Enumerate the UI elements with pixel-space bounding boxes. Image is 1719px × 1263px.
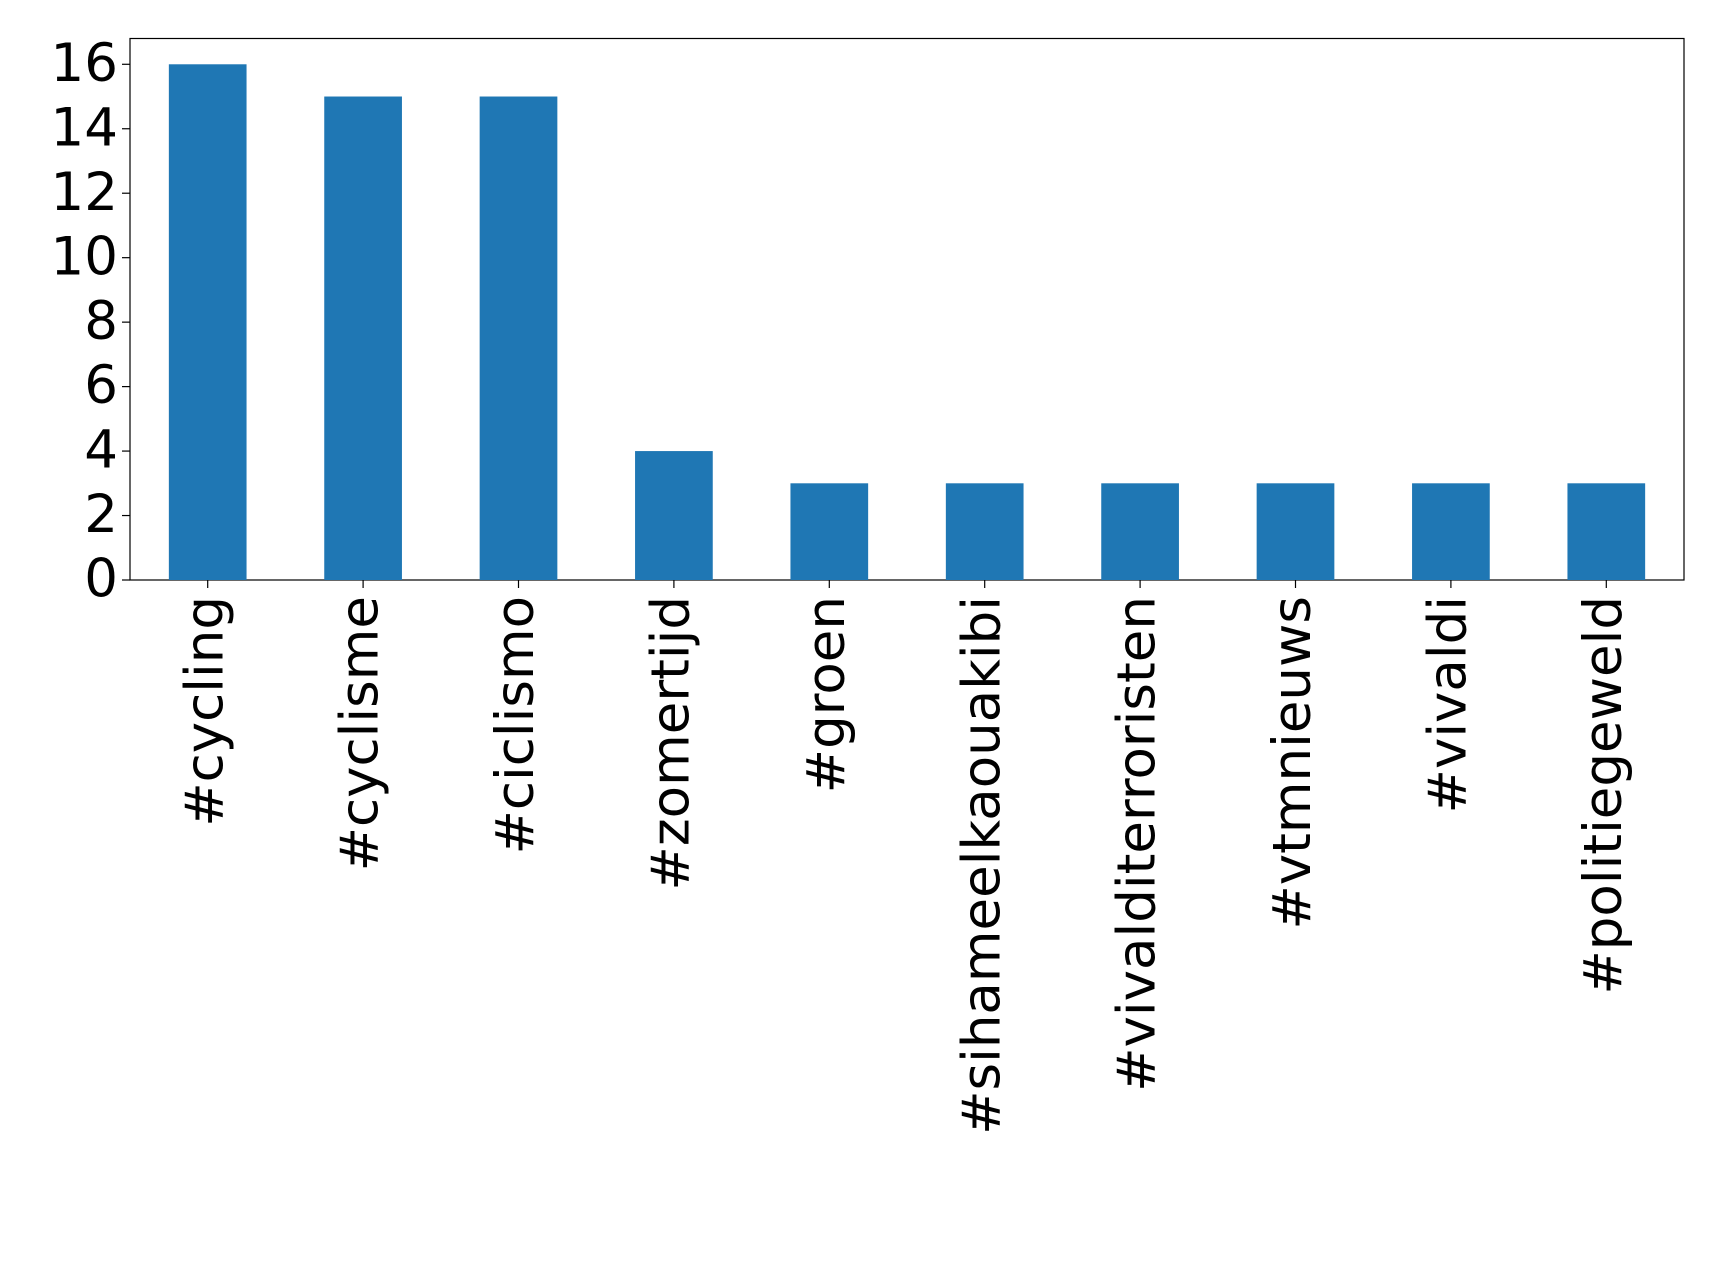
- y-tick-label: 14: [51, 97, 118, 158]
- x-tick-label: #sihameelkaouakibi: [951, 596, 1012, 1135]
- x-tick-label: #cycling: [174, 596, 235, 827]
- bar: [945, 483, 1024, 580]
- y-tick-label: 16: [51, 33, 118, 94]
- y-tick-label: 12: [51, 162, 118, 223]
- x-tick-label: #vivalditerroristen: [1107, 596, 1168, 1092]
- bar: [790, 483, 869, 580]
- bar: [479, 96, 558, 581]
- y-tick-label: 8: [84, 291, 118, 352]
- bar: [1412, 483, 1490, 580]
- x-tick-label: #vtmnieuws: [1262, 596, 1323, 930]
- bar: [635, 451, 713, 580]
- x-tick-label: #politiegeweld: [1573, 596, 1634, 995]
- x-tick-label: #ciclismo: [485, 596, 546, 855]
- bar: [1101, 483, 1179, 580]
- x-tick-label: #cyclisme: [330, 596, 391, 871]
- x-tick-label: #vivaldi: [1418, 596, 1479, 813]
- bar: [168, 64, 247, 581]
- y-tick-label: 10: [51, 226, 118, 287]
- bar: [324, 96, 402, 581]
- y-tick-label: 6: [84, 355, 118, 416]
- x-tick-label: #groen: [796, 596, 857, 793]
- y-tick-label: 4: [84, 420, 118, 481]
- plot-frame: [129, 37, 1685, 581]
- x-tick-label: #zomertijd: [641, 596, 702, 891]
- y-tick-label: 2: [84, 484, 118, 545]
- bar: [1567, 483, 1646, 580]
- y-tick-label: 0: [84, 549, 118, 610]
- bar: [1256, 483, 1335, 580]
